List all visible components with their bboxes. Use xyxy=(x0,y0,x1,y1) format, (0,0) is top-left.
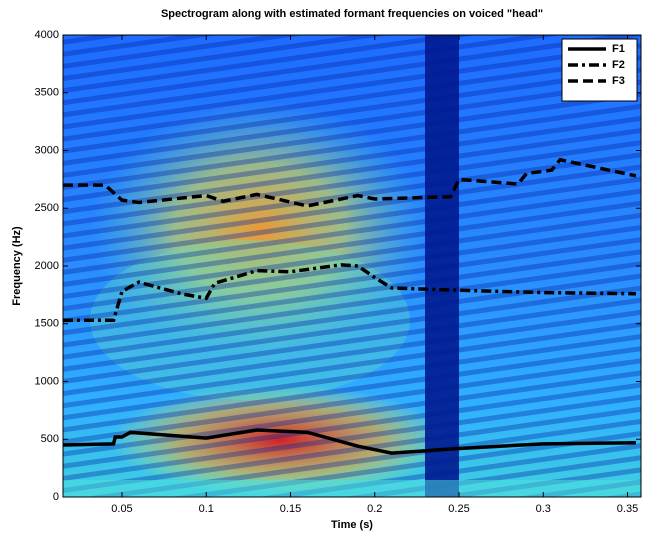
x-tick-label: 0.1 xyxy=(199,503,214,515)
x-axis-label: Time (s) xyxy=(331,519,373,531)
y-tick-label: 500 xyxy=(41,433,59,445)
y-tick-label: 2000 xyxy=(35,260,59,272)
y-tick-label: 4000 xyxy=(35,29,59,41)
legend-label: F2 xyxy=(612,59,625,71)
y-tick-label: 0 xyxy=(53,491,59,503)
formant-line xyxy=(62,428,636,455)
x-tick-label: 0.2 xyxy=(367,503,382,515)
spectrogram xyxy=(63,35,641,497)
legend-label: F3 xyxy=(612,75,625,87)
y-tick-label: 3500 xyxy=(35,87,59,99)
chart-title: Spectrogram along with estimated formant… xyxy=(161,8,543,20)
y-tick-label: 2500 xyxy=(35,202,59,214)
y-tick-label: 1000 xyxy=(35,375,59,387)
y-axis-label: Frequency (Hz) xyxy=(11,226,23,306)
x-tick-label: 0.05 xyxy=(111,503,132,515)
y-tick-label: 3000 xyxy=(35,144,59,156)
x-tick-label: 0.3 xyxy=(536,503,551,515)
legend-label: F1 xyxy=(612,43,625,55)
x-tick-label: 0.35 xyxy=(617,503,638,515)
x-tick-label: 0.25 xyxy=(448,503,469,515)
x-tick-label: 0.15 xyxy=(280,503,301,515)
y-tick-label: 1500 xyxy=(35,318,59,330)
formant-line xyxy=(63,157,637,208)
formant-line xyxy=(63,263,636,323)
